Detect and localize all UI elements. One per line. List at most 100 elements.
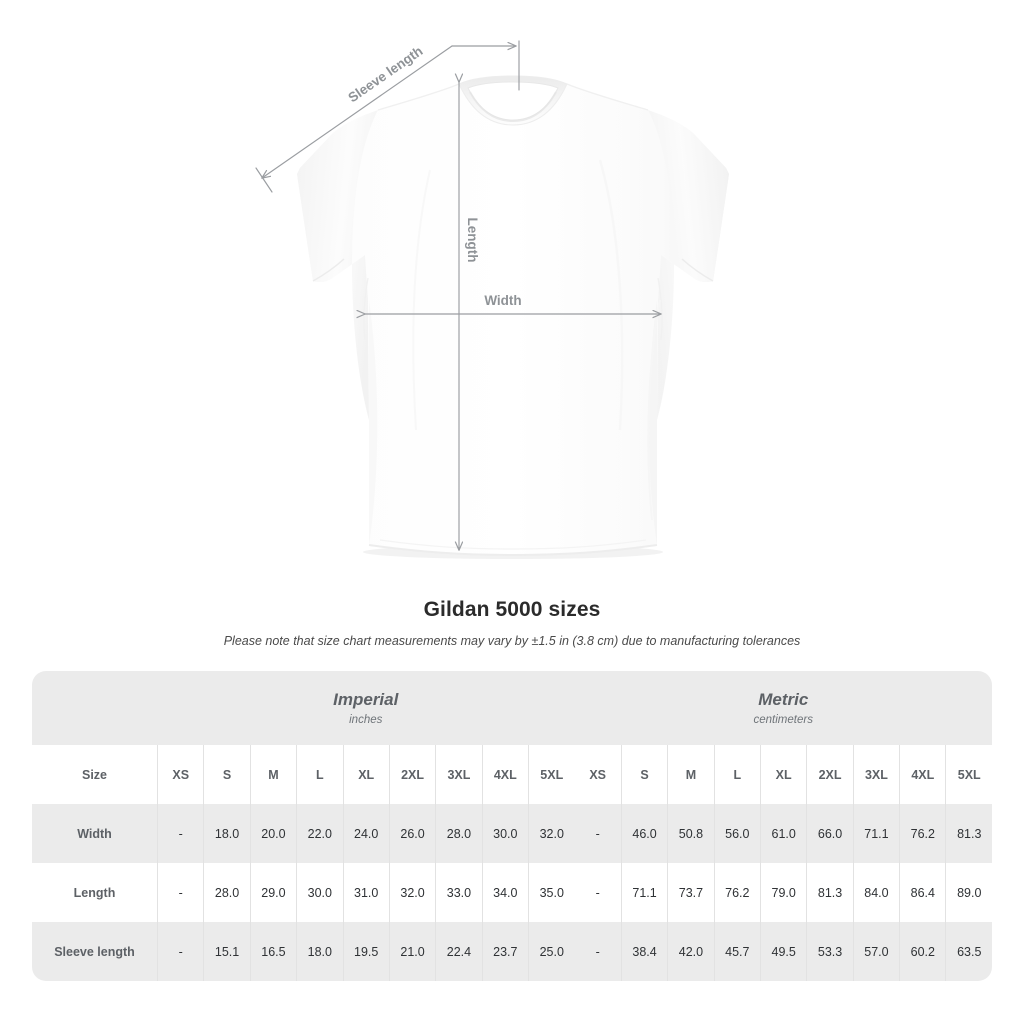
cell-length-metric-XL: 79.0 <box>759 863 807 922</box>
cell-width-metric-M: 50.8 <box>667 804 714 863</box>
unit-group-metric: Metric centimeters <box>574 671 992 745</box>
cell-length-metric-2XL: 81.3 <box>806 863 853 922</box>
size-header-metric-S: S <box>620 745 668 804</box>
tshirt-diagram-svg: Sleeve length Length Width <box>255 40 729 559</box>
cell-length-imperial-S: 28.0 <box>203 863 250 922</box>
row-label-sleeve-length: Sleeve length <box>32 922 158 981</box>
cell-length-imperial-5XL: 35.0 <box>528 863 575 922</box>
cell-sleeve-length-imperial-M: 16.5 <box>249 922 297 981</box>
cell-width-imperial-L: 22.0 <box>296 804 343 863</box>
size-header-metric-3XL: 3XL <box>852 745 900 804</box>
cell-length-imperial-4XL: 34.0 <box>481 863 529 922</box>
cell-sleeve-length-metric-XL: 49.5 <box>759 922 807 981</box>
cell-width-imperial-4XL: 30.0 <box>481 804 529 863</box>
tshirt-garment <box>297 75 729 559</box>
size-header-metric-5XL: 5XL <box>945 745 992 804</box>
cell-width-metric-5XL: 81.3 <box>945 804 992 863</box>
width-label: Width <box>484 293 521 308</box>
cell-sleeve-length-metric-5XL: 63.5 <box>945 922 992 981</box>
cell-length-imperial-2XL: 32.0 <box>388 863 436 922</box>
cell-length-imperial-XL: 31.0 <box>342 863 389 922</box>
cell-length-imperial-M: 29.0 <box>249 863 297 922</box>
cell-sleeve-length-imperial-L: 18.0 <box>296 922 343 981</box>
row-label-length: Length <box>32 863 158 922</box>
cell-width-metric-S: 46.0 <box>620 804 668 863</box>
sleeve-length-annotation <box>255 40 520 193</box>
cell-sleeve-length-imperial-XS: - <box>157 922 204 981</box>
sleeve-diagonal-arrow <box>262 45 453 178</box>
size-header-row: Size XS S M L XL 2XL 3XL 4XL 5XL XS S M L XL 2XL 3XL 4XL 5… <box>32 745 992 804</box>
size-header-imperial-XL: XL <box>342 745 389 804</box>
size-header-metric-XS: XS <box>574 745 621 804</box>
size-header-imperial-S: S <box>203 745 250 804</box>
size-header-metric-XL: XL <box>759 745 807 804</box>
cell-width-metric-3XL: 71.1 <box>852 804 900 863</box>
size-chart-table-wrapper: Imperial inches Metric centimeters Size XS S M L… <box>32 671 992 981</box>
size-header-imperial-4XL: 4XL <box>481 745 529 804</box>
cell-width-imperial-XS: - <box>157 804 204 863</box>
cell-sleeve-length-metric-M: 42.0 <box>667 922 714 981</box>
cell-width-imperial-S: 18.0 <box>203 804 250 863</box>
tshirt-diagram: Sleeve length Length Width <box>255 40 729 559</box>
cell-width-metric-L: 56.0 <box>713 804 760 863</box>
bottom-hem-stitch <box>379 539 647 550</box>
bottom-hem <box>368 544 658 557</box>
size-header-imperial-5XL: 5XL <box>528 745 575 804</box>
cell-width-metric-XL: 61.0 <box>759 804 807 863</box>
table-row: Length -28.0 29.0 30.0 31.0 32.0 33.0 34.0 35.0-… <box>32 863 992 922</box>
size-header-metric-L: L <box>713 745 760 804</box>
size-header-imperial-L: L <box>296 745 343 804</box>
right-shoulder-seam <box>566 83 649 111</box>
cell-length-metric-3XL: 84.0 <box>852 863 900 922</box>
cell-length-metric-M: 73.7 <box>667 863 714 922</box>
cell-length-metric-S: 71.1 <box>620 863 668 922</box>
cell-sleeve-length-imperial-5XL: 25.0 <box>528 922 575 981</box>
size-header-label: Size <box>32 745 158 804</box>
size-chart-table: Imperial inches Metric centimeters Size XS S M L… <box>32 671 992 981</box>
right-sleeve-hem <box>681 258 714 282</box>
measurement-annotations <box>255 40 661 550</box>
length-label: Length <box>465 218 480 263</box>
table-row: Width -18.0 20.0 22.0 24.0 26.0 28.0 30.0 32.0-4… <box>32 804 992 863</box>
cell-sleeve-length-imperial-S: 15.1 <box>203 922 250 981</box>
cell-length-metric-L: 76.2 <box>713 863 760 922</box>
page-subtitle: Please note that size chart measurements… <box>223 634 801 648</box>
unit-group-unit: centimeters <box>753 713 813 726</box>
cell-width-imperial-XL: 24.0 <box>342 804 389 863</box>
unit-group-unit: inches <box>349 713 383 726</box>
cell-width-imperial-M: 20.0 <box>249 804 297 863</box>
size-header-metric-M: M <box>667 745 714 804</box>
size-header-metric-4XL: 4XL <box>899 745 946 804</box>
cell-sleeve-length-metric-L: 45.7 <box>713 922 760 981</box>
row-label-width: Width <box>32 804 158 863</box>
cell-sleeve-length-metric-XS: - <box>574 922 621 981</box>
unit-row-corner-cell <box>32 671 158 745</box>
cell-sleeve-length-metric-S: 38.4 <box>620 922 668 981</box>
left-sleeve-hem <box>312 258 345 282</box>
fabric-fold-2 <box>412 169 431 431</box>
size-header-imperial-2XL: 2XL <box>388 745 436 804</box>
sleeve-length-label: Sleeve length <box>345 43 425 105</box>
cell-length-imperial-L: 30.0 <box>296 863 343 922</box>
size-header-imperial-M: M <box>249 745 297 804</box>
cell-sleeve-length-imperial-2XL: 21.0 <box>388 922 436 981</box>
size-header-metric-2XL: 2XL <box>806 745 853 804</box>
cell-width-metric-4XL: 76.2 <box>899 804 946 863</box>
fabric-fold-3 <box>647 299 661 521</box>
cell-sleeve-length-metric-2XL: 53.3 <box>806 922 853 981</box>
cell-length-metric-5XL: 89.0 <box>945 863 992 922</box>
neckline-shadow <box>469 91 557 123</box>
size-header-imperial-3XL: 3XL <box>435 745 482 804</box>
fabric-fold-1 <box>598 159 624 431</box>
cell-width-metric-2XL: 66.0 <box>806 804 853 863</box>
cell-sleeve-length-metric-3XL: 57.0 <box>852 922 900 981</box>
unit-group-row: Imperial inches Metric centimeters <box>32 671 992 745</box>
body-left-shade <box>369 300 378 545</box>
cell-length-metric-XS: - <box>574 863 621 922</box>
cell-width-metric-XS: - <box>574 804 621 863</box>
cell-sleeve-length-imperial-4XL: 23.7 <box>481 922 529 981</box>
unit-group-imperial: Imperial inches <box>157 671 575 745</box>
cell-length-imperial-3XL: 33.0 <box>435 863 482 922</box>
cell-sleeve-length-imperial-XL: 19.5 <box>342 922 389 981</box>
page-title: Gildan 5000 sizes <box>423 598 601 621</box>
